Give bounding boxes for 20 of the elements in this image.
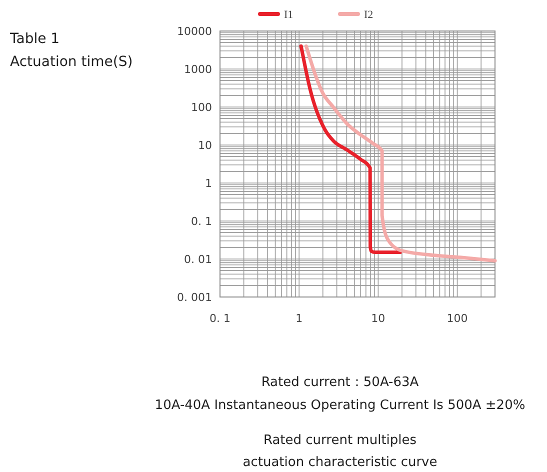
legend-label: I1 bbox=[284, 9, 294, 21]
text: 10A-40A Instantaneous Operating Current Is 500A ±20% bbox=[154, 398, 526, 413]
y-tick-label: 1000 bbox=[184, 63, 212, 76]
x-tick-label: 0. 1 bbox=[210, 312, 230, 325]
text: Rated current multiples bbox=[263, 433, 417, 448]
y-tick-label: 10000 bbox=[177, 25, 212, 38]
y-tick-label: 0. 001 bbox=[177, 291, 212, 304]
y-axis-title: Actuation time(S) bbox=[10, 54, 133, 70]
x-tick-label: 1 bbox=[296, 312, 303, 325]
caption: Table 1 bbox=[9, 31, 60, 47]
text: actuation characteristic curve bbox=[242, 455, 438, 470]
x-tick-label: 10 bbox=[371, 312, 386, 325]
x-tick-label: 100 bbox=[446, 312, 468, 325]
y-tick-label: 0. 1 bbox=[191, 215, 212, 228]
y-tick-label: 10 bbox=[198, 139, 212, 152]
text: Rated current：50A-63A bbox=[261, 375, 419, 390]
legend-label: I2 bbox=[364, 9, 374, 21]
y-tick-label: 100 bbox=[191, 101, 212, 114]
y-tick-label: 1 bbox=[205, 177, 212, 190]
y-tick-label: 0. 01 bbox=[184, 253, 212, 266]
